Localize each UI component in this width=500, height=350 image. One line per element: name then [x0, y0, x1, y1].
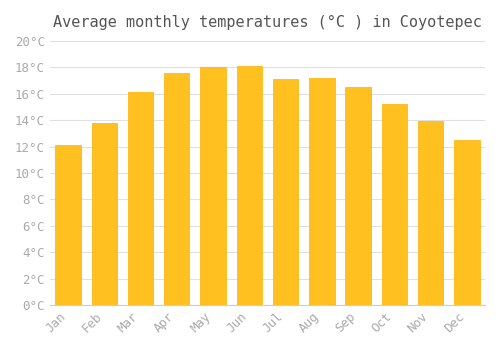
Bar: [273, 79, 298, 305]
Bar: [236, 66, 262, 305]
Bar: [128, 92, 153, 305]
Bar: [346, 87, 371, 305]
Bar: [418, 121, 444, 305]
Bar: [309, 78, 334, 305]
Bar: [92, 123, 117, 305]
Bar: [382, 104, 407, 305]
Title: Average monthly temperatures (°C ) in Coyotepec: Average monthly temperatures (°C ) in Co…: [53, 15, 482, 30]
Bar: [56, 145, 80, 305]
Bar: [200, 67, 226, 305]
Bar: [454, 140, 479, 305]
Bar: [164, 72, 190, 305]
